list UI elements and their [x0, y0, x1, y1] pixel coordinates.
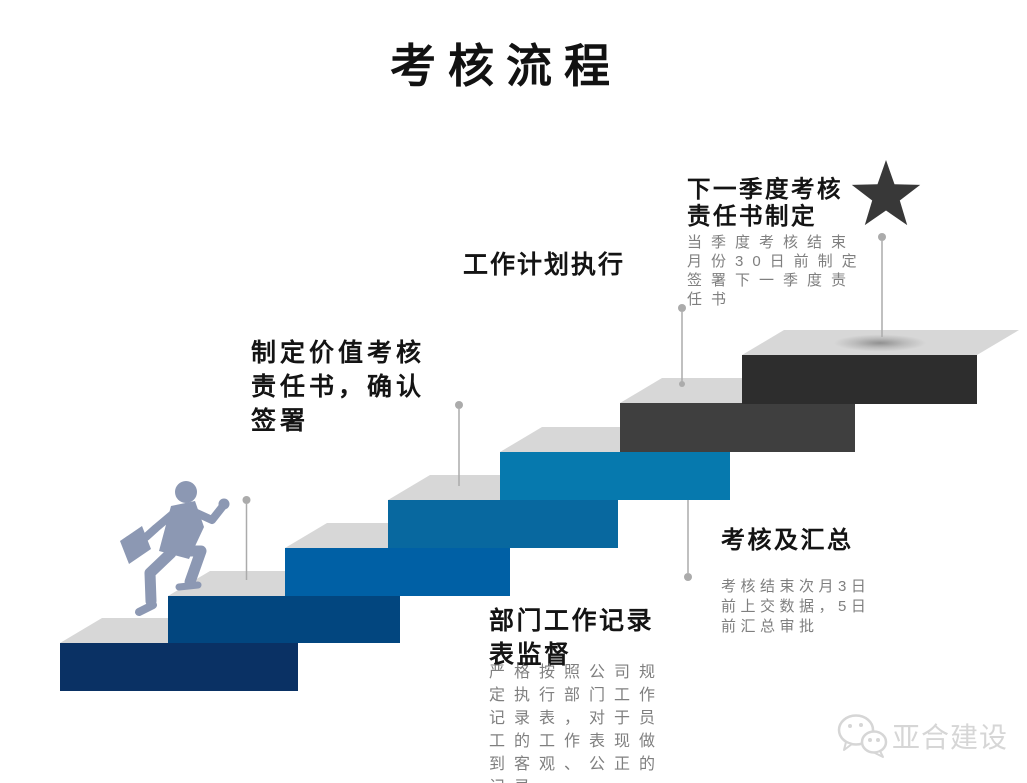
- connector-stage-2: [455, 401, 463, 486]
- stage-body-line: 记录: [489, 776, 664, 783]
- stage-text-record-supervision-heading: 部门工作记录 表监督: [489, 604, 654, 672]
- figure-back-foot: [135, 601, 157, 616]
- page-title: 考核流程: [390, 40, 622, 92]
- stage-body-line: 当季度考核结束: [687, 234, 856, 251]
- figure-front-foot: [175, 581, 202, 591]
- stage-heading-line: 下一季度考核: [687, 176, 843, 202]
- connector-star: [878, 233, 886, 337]
- stage-body-line: 严格按照公司规: [489, 664, 665, 681]
- step-5-front: [500, 452, 730, 500]
- stage-body-line: 到客观、公正的: [489, 756, 665, 773]
- step-4-front: [388, 500, 618, 548]
- step-1-front: [60, 643, 298, 691]
- businessman-figure: [120, 481, 230, 616]
- figure-front-arm: [186, 502, 227, 524]
- stage-body-line: 定执行部门工作: [489, 687, 665, 704]
- stage-text-work-plan: 工作计划执行: [463, 250, 625, 280]
- goal-spot: [834, 334, 926, 352]
- connector-stage-4: [678, 304, 686, 387]
- stage-text-assessment-summary-body: 考核结束次月3日 前上交数据，5日 前汇总审批: [721, 577, 870, 637]
- connector-pins: [242, 233, 886, 581]
- step-2-front: [168, 596, 400, 643]
- watermark: 亚合建设: [836, 712, 1008, 760]
- stage-body-line: 工的工作表现做: [489, 733, 665, 750]
- stage-body-line: 前上交数据，5日: [721, 598, 871, 615]
- stage-heading-line: 制定价值考核: [251, 339, 426, 367]
- stage-text-next-quarter-heading: 下一季度考核 责任书制定: [687, 176, 843, 230]
- stage-text-record-supervision-body: 严格按照公司规 定执行部门工作 记录表，对于员 工的工作表现做 到客观、公正的 …: [489, 661, 664, 783]
- watermark-text: 亚合建设: [892, 722, 1009, 753]
- stage-heading-line: 责任书制定: [687, 203, 817, 229]
- stage-body-line: 月份30日前制定: [687, 253, 866, 270]
- step-3-front: [285, 548, 510, 596]
- stage-body-line: 考核结束次月3日: [721, 578, 871, 595]
- stage-text-assessment-summary-heading: 考核及汇总: [721, 526, 854, 556]
- stair-steps: [60, 330, 1019, 691]
- stage-heading-line: 考核及汇总: [721, 527, 854, 554]
- briefcase: [120, 526, 151, 564]
- step-6-front: [620, 403, 855, 452]
- figure-head: [175, 481, 197, 503]
- stage-body-line: 签署下一季度责: [687, 272, 856, 289]
- figure-front-leg: [177, 545, 207, 588]
- stage-heading-line: 签署: [251, 407, 310, 435]
- stage-body-line: 记录表，对于员: [489, 710, 665, 727]
- stage-heading-line: 责任书，确认: [251, 373, 426, 401]
- star-icon: [851, 160, 921, 226]
- stage-heading-line: 部门工作记录: [489, 607, 655, 635]
- figure-back-arm: [142, 508, 179, 541]
- stage-text-next-quarter-body: 当季度考核结束 月份30日前制定 签署下一季度责 任书: [687, 233, 866, 309]
- stage-body-line: 前汇总审批: [721, 618, 819, 635]
- stage-heading-line: 表监督: [489, 641, 572, 669]
- figure-fist: [218, 498, 230, 510]
- step-7-front: [742, 355, 977, 404]
- figure-back-leg: [144, 547, 177, 607]
- wechat-icon: [837, 714, 888, 758]
- connector-stage-3: [684, 500, 692, 581]
- stage-text-define-responsibility: 制定价值考核 责任书，确认 签署: [251, 336, 425, 438]
- stage-heading-line: 工作计划执行: [463, 251, 626, 279]
- stage-body-line: 任书: [687, 291, 736, 308]
- connector-stage-1: [242, 496, 251, 580]
